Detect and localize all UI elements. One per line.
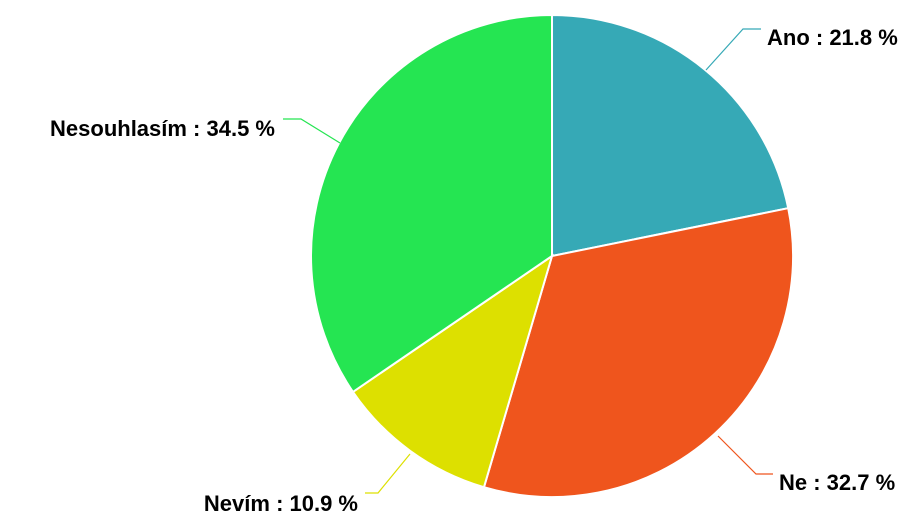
data-label-nevím: Nevím : 10.9 % bbox=[204, 491, 358, 513]
pie-slice-nesouhlasím bbox=[310, 13, 553, 394]
pie-slice-ne bbox=[482, 207, 794, 498]
data-label-nesouhlasím: Nesouhlasím : 34.5 % bbox=[50, 116, 275, 141]
pie-slices bbox=[310, 13, 794, 498]
leader-line-nesouhlasím bbox=[283, 118, 341, 144]
data-labels: Ano : 21.8 % Ne : 32.7 % Nevím : 10.9 % Nes… bbox=[50, 25, 898, 513]
leader-line-ne bbox=[717, 435, 773, 475]
leader-lines bbox=[283, 28, 773, 494]
pie-slice-ano bbox=[551, 13, 790, 258]
leader-line-nevím bbox=[365, 453, 411, 494]
pie-slice-nevím bbox=[351, 253, 554, 489]
leader-line-ano bbox=[705, 28, 761, 71]
data-label-ne: Ne : 32.7 % bbox=[779, 470, 895, 495]
data-label-ano: Ano : 21.8 % bbox=[767, 25, 898, 50]
